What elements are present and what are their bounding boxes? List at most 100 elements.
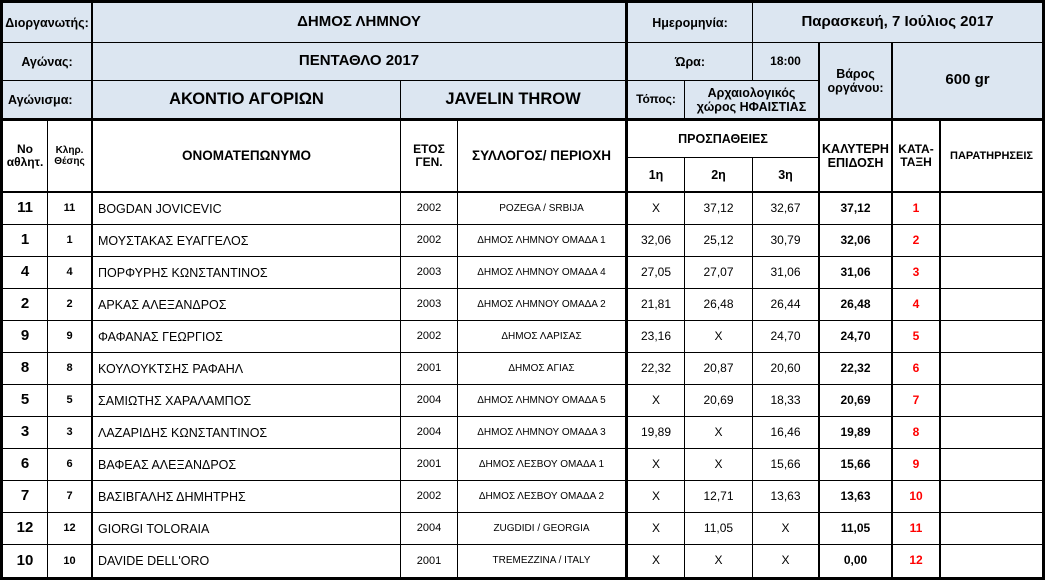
attempt-2-cell: X	[685, 545, 753, 577]
athlete-name-cell: ΠΟΡΦΥΡΗΣ ΚΩΝΣΤΑΝΤΙΝΟΣ	[93, 257, 401, 289]
header-best-performance: ΚΑΛΥΤΕΡΗ ΕΠΙΔΟΣΗ	[820, 121, 893, 193]
athlete-no-cell: 9	[3, 321, 48, 353]
birth-year-cell: 2002	[401, 321, 458, 353]
attempt-3-cell: 26,44	[753, 289, 820, 321]
birth-year-cell: 2002	[401, 225, 458, 257]
attempt-2-cell: 12,71	[685, 481, 753, 513]
athlete-no-cell: 1	[3, 225, 48, 257]
draw-position-cell: 7	[48, 481, 93, 513]
notes-cell	[941, 385, 1042, 417]
attempt-1-cell: 23,16	[628, 321, 685, 353]
attempt-3-cell: 16,46	[753, 417, 820, 449]
best-performance-cell: 19,89	[820, 417, 893, 449]
birth-year-cell: 2001	[401, 449, 458, 481]
header-attempts: ΠΡΟΣΠΑΘΕΙΕΣ	[628, 121, 820, 158]
rank-cell: 8	[893, 417, 941, 449]
header-athlete-no: Νο αθλητ.	[3, 121, 48, 193]
best-performance-cell: 0,00	[820, 545, 893, 577]
event-label: Αγώνισμα:	[3, 81, 93, 121]
header-club: ΣΥΛΛΟΓΟΣ/ ΠΕΡΙΟΧΗ	[458, 121, 628, 193]
club-cell: ΔΗΜΟΣ ΛΗΜΝΟΥ ΟΜΑΔΑ 1	[458, 225, 628, 257]
table-row: 1 1 ΜΟΥΣΤΑΚΑΣ ΕΥΑΓΓΕΛΟΣ 2002 ΔΗΜΟΣ ΛΗΜΝΟ…	[3, 225, 1042, 257]
rank-cell: 2	[893, 225, 941, 257]
time-label: Ώρα:	[628, 43, 753, 81]
athlete-no-cell: 7	[3, 481, 48, 513]
draw-position-cell: 4	[48, 257, 93, 289]
birth-year-cell: 2003	[401, 257, 458, 289]
table-row: 5 5 ΣΑΜΙΩΤΗΣ ΧΑΡΑΛΑΜΠΟΣ 2004 ΔΗΜΟΣ ΛΗΜΝΟ…	[3, 385, 1042, 417]
attempt-3-cell: 30,79	[753, 225, 820, 257]
attempt-3-cell: 24,70	[753, 321, 820, 353]
draw-position-cell: 1	[48, 225, 93, 257]
birth-year-cell: 2002	[401, 193, 458, 225]
venue-value: Αρχαιολογικός χώρος ΗΦΑΙΣΤΙΑΣ	[685, 81, 820, 121]
attempt-3-cell: 32,67	[753, 193, 820, 225]
best-performance-cell: 31,06	[820, 257, 893, 289]
notes-cell	[941, 353, 1042, 385]
table-row: 11 11 BOGDAN JOVICEVIC 2002 POZEGA / SRB…	[3, 193, 1042, 225]
best-performance-cell: 37,12	[820, 193, 893, 225]
notes-cell	[941, 545, 1042, 577]
table-row: 9 9 ΦΑΦΑΝΑΣ ΓΕΩΡΓΙΟΣ 2002 ΔΗΜΟΣ ΛΑΡΙΣΑΣ …	[3, 321, 1042, 353]
birth-year-cell: 2004	[401, 513, 458, 545]
notes-cell	[941, 225, 1042, 257]
rank-cell: 6	[893, 353, 941, 385]
attempt-3-cell: 18,33	[753, 385, 820, 417]
header-attempt-2: 2η	[685, 158, 753, 193]
birth-year-cell: 2004	[401, 417, 458, 449]
best-performance-cell: 22,32	[820, 353, 893, 385]
birth-year-cell: 2003	[401, 289, 458, 321]
table-row: 3 3 ΛΑΖΑΡΙΔΗΣ ΚΩΝΣΤΑΝΤΙΝΟΣ 2004 ΔΗΜΟΣ ΛΗ…	[3, 417, 1042, 449]
rank-cell: 7	[893, 385, 941, 417]
draw-position-cell: 5	[48, 385, 93, 417]
rank-cell: 9	[893, 449, 941, 481]
venue-label: Τόπος:	[628, 81, 685, 121]
draw-position-cell: 2	[48, 289, 93, 321]
organizer-label: Διοργανωτής:	[3, 3, 93, 43]
attempt-1-cell: 19,89	[628, 417, 685, 449]
attempt-2-cell: X	[685, 449, 753, 481]
attempt-3-cell: X	[753, 513, 820, 545]
club-cell: ΔΗΜΟΣ ΛΑΡΙΣΑΣ	[458, 321, 628, 353]
header-notes: ΠΑΡΑΤΗΡΗΣΕΙΣ	[941, 121, 1042, 193]
rank-cell: 12	[893, 545, 941, 577]
attempt-1-cell: X	[628, 481, 685, 513]
header-attempt-1: 1η	[628, 158, 685, 193]
athlete-no-cell: 12	[3, 513, 48, 545]
competition-label: Αγώνας:	[3, 43, 93, 81]
attempt-3-cell: 20,60	[753, 353, 820, 385]
club-cell: ΔΗΜΟΣ ΛΕΣΒΟΥ ΟΜΑΔΑ 2	[458, 481, 628, 513]
birth-year-cell: 2004	[401, 385, 458, 417]
attempt-2-cell: 37,12	[685, 193, 753, 225]
athlete-name-cell: ΒΑΦΕΑΣ ΑΛΕΞΑΝΔΡΟΣ	[93, 449, 401, 481]
implement-weight-value: 600 gr	[893, 43, 1042, 121]
athlete-name-cell: ΚΟΥΛΟΥΚΤΣΗΣ ΡΑΦΑΗΛ	[93, 353, 401, 385]
rank-cell: 4	[893, 289, 941, 321]
athlete-name-cell: ΣΑΜΙΩΤΗΣ ΧΑΡΑΛΑΜΠΟΣ	[93, 385, 401, 417]
club-cell: ΔΗΜΟΣ ΛΗΜΝΟΥ ΟΜΑΔΑ 3	[458, 417, 628, 449]
attempt-2-cell: 25,12	[685, 225, 753, 257]
athlete-name-cell: GIORGI TOLORAIA	[93, 513, 401, 545]
club-cell: ΔΗΜΟΣ ΛΗΜΝΟΥ ΟΜΑΔΑ 5	[458, 385, 628, 417]
table-row: 12 12 GIORGI TOLORAIA 2004 ZUGDIDI / GEO…	[3, 513, 1042, 545]
draw-position-cell: 10	[48, 545, 93, 577]
athlete-name-cell: ΑΡΚΑΣ ΑΛΕΞΑΝΔΡΟΣ	[93, 289, 401, 321]
athlete-name-cell: ΦΑΦΑΝΑΣ ΓΕΩΡΓΙΟΣ	[93, 321, 401, 353]
attempt-2-cell: 20,87	[685, 353, 753, 385]
time-value: 18:00	[753, 43, 820, 81]
athlete-name-cell: DAVIDE DELL'ORO	[93, 545, 401, 577]
athlete-no-cell: 10	[3, 545, 48, 577]
attempt-3-cell: 13,63	[753, 481, 820, 513]
draw-position-cell: 8	[48, 353, 93, 385]
notes-cell	[941, 449, 1042, 481]
notes-cell	[941, 193, 1042, 225]
header-rank: ΚΑΤΑ-ΤΑΞΗ	[893, 121, 941, 193]
rank-cell: 11	[893, 513, 941, 545]
header-birth-year: ΕΤΟΣ ΓΕΝ.	[401, 121, 458, 193]
competition-value: ΠΕΝΤΑΘΛΟ 2017	[93, 43, 628, 81]
athlete-no-cell: 8	[3, 353, 48, 385]
attempt-1-cell: X	[628, 385, 685, 417]
rank-cell: 3	[893, 257, 941, 289]
attempt-1-cell: X	[628, 545, 685, 577]
birth-year-cell: 2001	[401, 545, 458, 577]
